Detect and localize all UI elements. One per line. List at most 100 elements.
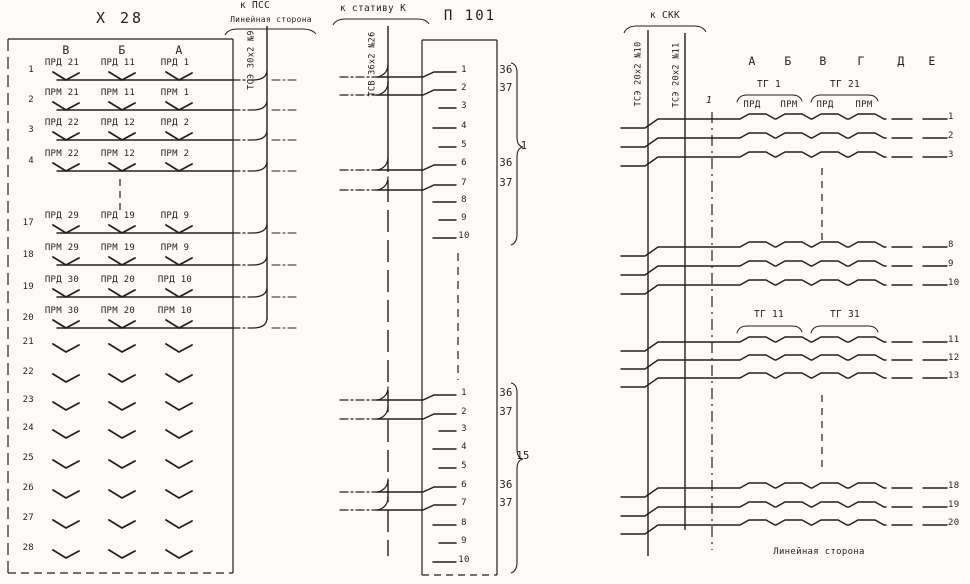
jack-row-wire	[620, 260, 887, 276]
wire-line	[377, 176, 389, 191]
jack-row-wire	[620, 354, 887, 370]
label-brace	[810, 325, 879, 334]
terminal-label: ПРМ 11	[100, 88, 136, 98]
right-cable-name-2: ТСЭ 20х2 №11	[671, 42, 682, 108]
row-number: 21	[22, 337, 34, 347]
jack-row-wire	[620, 151, 887, 167]
terminal-label: ПРД 30	[44, 275, 80, 285]
column-header: Д	[897, 54, 905, 68]
terminal-chevron-icon	[52, 256, 80, 267]
wire-pair-number: 37	[499, 177, 513, 189]
terminal-chevron-icon	[165, 71, 193, 82]
row-number: 18	[22, 250, 34, 260]
terminal-chevron-icon	[165, 429, 193, 440]
pin-number: 9	[461, 213, 467, 223]
wire-line	[252, 318, 268, 329]
row-number: 12	[948, 353, 960, 363]
row-number: 26	[22, 483, 34, 493]
terminal-label: ПРМ 20	[100, 306, 136, 316]
row-number: 9	[948, 259, 954, 269]
row-number: 2	[948, 131, 954, 141]
label-brace	[623, 25, 707, 34]
wire-line	[252, 130, 268, 141]
pin-number: 8	[461, 518, 467, 528]
row-number: 3	[28, 125, 34, 135]
terminal-chevron-icon	[52, 71, 80, 82]
wire-pair-number: 37	[499, 82, 513, 94]
wire-line	[377, 478, 389, 493]
terminal-chevron-icon	[108, 101, 136, 112]
label-brace	[736, 94, 803, 103]
terminal-label: ПРД 1	[160, 58, 190, 68]
row-number: 1	[948, 112, 954, 122]
terminal-chevron-icon	[108, 459, 136, 470]
jack-row-wire	[620, 372, 887, 388]
jack-row-wire	[620, 336, 887, 352]
terminal-chevron-icon	[165, 549, 193, 560]
row-number: 19	[22, 282, 34, 292]
jack-row-wire	[620, 501, 887, 517]
column-header: А	[748, 54, 756, 68]
column-header: В	[819, 54, 827, 68]
pin-number: 5	[461, 140, 467, 150]
terminal-label: ПРМ 9	[160, 243, 190, 253]
column-header: Г	[857, 54, 865, 68]
wire-line	[252, 255, 268, 266]
wire-pair-number: 36	[499, 64, 513, 76]
jack-row-wire	[620, 482, 887, 498]
row-number: 18	[948, 481, 960, 491]
wire-line	[377, 386, 389, 401]
jack-row-wire	[620, 132, 887, 148]
tg-group-label: ТГ 21	[829, 79, 861, 90]
terminal-chevron-icon	[52, 319, 80, 330]
terminal-label: ПРД 22	[44, 118, 80, 128]
row-number: 27	[22, 513, 34, 523]
column-header: Б	[784, 54, 792, 68]
terminal-label: ПРМ 21	[44, 88, 80, 98]
terminal-chevron-icon	[52, 429, 80, 440]
terminal-chevron-icon	[108, 401, 136, 412]
terminal-chevron-icon	[165, 224, 193, 235]
label-brace	[332, 18, 430, 26]
row-number: 22	[22, 367, 34, 377]
terminal-chevron-icon	[165, 459, 193, 470]
wire-line	[377, 81, 389, 96]
wire-line	[252, 161, 268, 172]
tg-sub-label: ПРМ	[780, 100, 798, 110]
row-number: 10	[948, 278, 960, 288]
left-panel-title: Х 28	[95, 9, 145, 27]
row-number: 20	[948, 518, 960, 528]
pin-number: 8	[461, 195, 467, 205]
row-number: 17	[22, 218, 34, 228]
terminal-label: ПРМ 29	[44, 243, 80, 253]
middle-panel-title: П 101	[443, 8, 497, 24]
wire-line	[252, 223, 268, 234]
terminal-chevron-icon	[52, 401, 80, 412]
column-header: Е	[928, 54, 936, 68]
jack-row-wire	[620, 279, 887, 295]
left-cable-destination: к ПСС	[239, 0, 271, 11]
tg-sub-label: ПРМ	[855, 100, 873, 110]
tg-sub-label: ПРД	[816, 100, 834, 110]
terminal-label: ПРД 19	[100, 211, 136, 221]
pin-number: 9	[461, 536, 467, 546]
label-brace	[810, 94, 879, 103]
terminal-chevron-icon	[52, 101, 80, 112]
terminal-label: ПРМ 10	[157, 306, 193, 316]
terminal-chevron-icon	[52, 459, 80, 470]
wire-line	[376, 394, 457, 401]
jack-row-wire	[620, 113, 887, 129]
tg-group-label: ТГ 1	[756, 79, 782, 90]
column-header: А	[175, 43, 183, 57]
pin-number: 7	[461, 178, 467, 188]
terminal-label: ПРД 9	[160, 211, 190, 221]
pin-number: 10	[458, 231, 470, 241]
bracket-count-label: 15	[516, 450, 530, 462]
row-number: 1	[28, 65, 34, 75]
terminal-label: ПРД 2	[160, 118, 190, 128]
terminal-chevron-icon	[52, 373, 80, 384]
wire-line	[376, 486, 457, 493]
row-number: 23	[22, 395, 34, 405]
wire-line	[377, 496, 389, 511]
